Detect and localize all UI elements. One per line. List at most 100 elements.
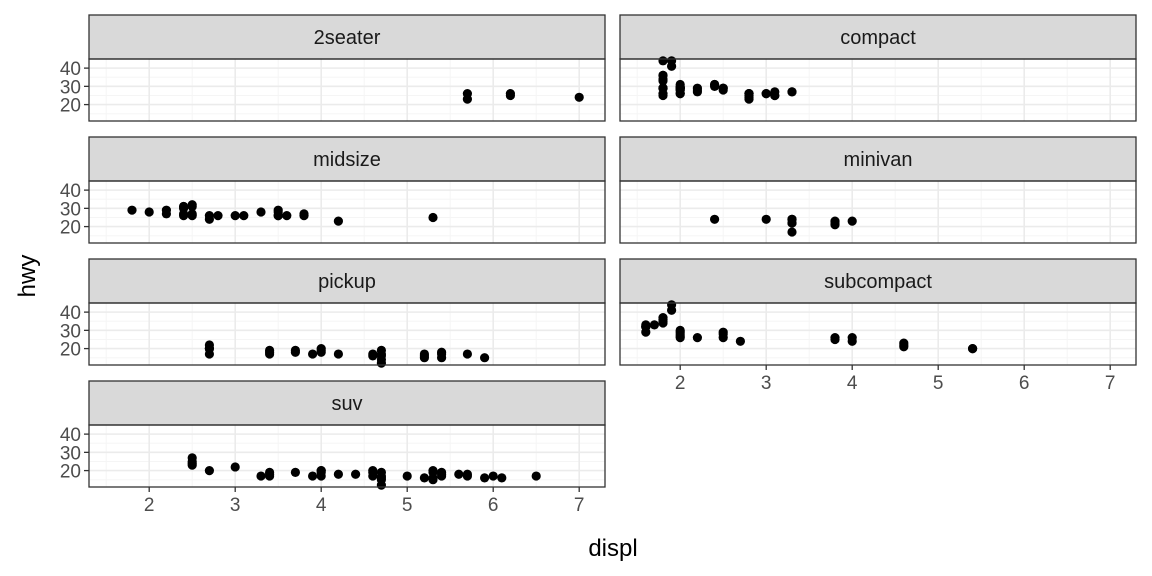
data-point bbox=[437, 467, 447, 478]
y-axis-title: hwy bbox=[14, 255, 41, 298]
data-point bbox=[437, 347, 447, 357]
strip-background bbox=[88, 258, 606, 304]
data-point bbox=[428, 467, 438, 478]
panel-background bbox=[89, 59, 605, 121]
data-point bbox=[282, 211, 292, 221]
data-point bbox=[899, 338, 909, 348]
data-point bbox=[419, 353, 429, 363]
data-point bbox=[333, 349, 343, 359]
data-point bbox=[658, 56, 668, 66]
data-point bbox=[290, 345, 300, 356]
data-point bbox=[316, 345, 326, 356]
y-tick-label: 40 bbox=[60, 425, 81, 446]
panel-background bbox=[620, 181, 1136, 243]
data-point bbox=[333, 216, 343, 226]
data-point bbox=[574, 92, 584, 102]
data-point bbox=[735, 336, 746, 346]
data-point bbox=[204, 349, 214, 359]
panel-border bbox=[88, 58, 606, 122]
data-point bbox=[667, 61, 677, 71]
data-point bbox=[265, 347, 275, 357]
x-tick-label: 4 bbox=[847, 373, 858, 394]
x-tick-label: 3 bbox=[761, 373, 772, 394]
panel-border bbox=[88, 302, 606, 366]
data-point bbox=[658, 76, 668, 86]
y-tick-label: 20 bbox=[60, 340, 81, 361]
data-point bbox=[256, 207, 266, 217]
data-point bbox=[161, 205, 171, 215]
y-tick-label: 30 bbox=[60, 443, 81, 464]
data-point bbox=[273, 207, 283, 217]
data-point bbox=[204, 340, 214, 350]
x-tick-label: 2 bbox=[144, 495, 155, 516]
data-point bbox=[230, 211, 240, 221]
data-point bbox=[692, 85, 703, 95]
data-point bbox=[675, 325, 685, 335]
panel-background bbox=[620, 303, 1136, 365]
data-point bbox=[290, 467, 300, 478]
data-point bbox=[265, 469, 275, 479]
data-point bbox=[847, 336, 857, 346]
data-point bbox=[462, 349, 472, 359]
y-tick-label: 20 bbox=[60, 462, 81, 483]
strip-label-pickup: pickup bbox=[318, 271, 376, 293]
y-tick-label: 30 bbox=[60, 321, 81, 342]
data-point bbox=[710, 214, 720, 224]
data-point bbox=[204, 211, 214, 221]
data-point bbox=[462, 94, 472, 104]
data-point bbox=[658, 90, 668, 101]
y-tick-label: 40 bbox=[60, 59, 81, 80]
data-point bbox=[675, 83, 685, 93]
x-tick-label: 5 bbox=[933, 373, 944, 394]
data-point bbox=[710, 81, 720, 91]
data-point bbox=[204, 465, 214, 476]
data-point bbox=[770, 90, 780, 101]
data-point bbox=[649, 320, 660, 330]
strip-background bbox=[619, 258, 1137, 304]
data-point bbox=[179, 201, 189, 212]
data-point bbox=[480, 353, 490, 363]
x-tick-label: 7 bbox=[1105, 373, 1116, 394]
data-point bbox=[368, 465, 378, 476]
strip-label-suv: suv bbox=[331, 393, 362, 415]
data-point bbox=[505, 90, 515, 101]
data-point bbox=[402, 471, 412, 481]
y-tick-label: 20 bbox=[60, 218, 81, 239]
data-point bbox=[667, 305, 677, 315]
data-point bbox=[787, 87, 797, 97]
x-tick-label: 6 bbox=[488, 495, 499, 516]
data-point bbox=[144, 207, 154, 217]
x-tick-label: 7 bbox=[574, 495, 585, 516]
data-point bbox=[787, 214, 797, 224]
x-tick-label: 3 bbox=[230, 495, 241, 516]
panel-border bbox=[88, 180, 606, 244]
data-point bbox=[658, 83, 668, 93]
x-tick-label: 2 bbox=[675, 373, 686, 394]
data-point bbox=[376, 354, 386, 365]
data-point bbox=[531, 471, 541, 481]
facet-panel-compact: compact bbox=[619, 14, 1137, 122]
data-point bbox=[308, 349, 318, 359]
x-axis-title: displ bbox=[588, 535, 637, 562]
data-point bbox=[428, 475, 438, 485]
data-point bbox=[187, 209, 197, 219]
panel-border bbox=[619, 180, 1137, 244]
data-point bbox=[299, 209, 309, 219]
strip-label-subcompact: subcompact bbox=[824, 271, 932, 293]
data-point bbox=[718, 327, 728, 337]
data-point bbox=[497, 473, 507, 483]
y-tick-label: 20 bbox=[60, 96, 81, 117]
panel-background bbox=[620, 59, 1136, 121]
x-tick-label: 5 bbox=[402, 495, 413, 516]
data-point bbox=[230, 462, 240, 472]
data-point bbox=[488, 471, 498, 481]
data-point bbox=[658, 312, 668, 323]
y-tick-label: 40 bbox=[60, 181, 81, 202]
data-point bbox=[213, 211, 223, 221]
panel-border bbox=[619, 302, 1137, 366]
data-point bbox=[376, 473, 386, 483]
